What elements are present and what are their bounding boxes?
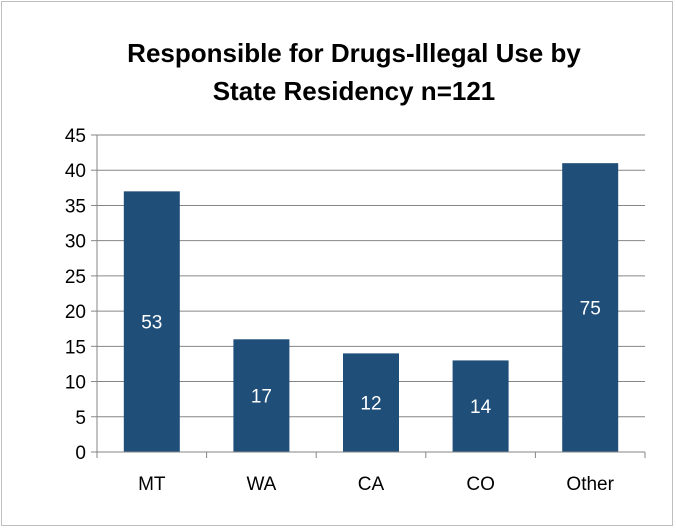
category-label: WA	[246, 474, 276, 495]
chart-title-line-2: State Residency n=121	[213, 76, 496, 106]
y-tick-label: 25	[65, 267, 86, 288]
bar	[452, 360, 509, 452]
y-tick-label: 45	[65, 126, 86, 147]
gridlines	[97, 134, 645, 418]
bars: 53 17 12 14 75	[123, 163, 619, 452]
bar	[343, 353, 399, 452]
y-tick-label: 40	[65, 161, 86, 182]
bar	[233, 339, 290, 452]
chart-title-line-1: Responsible for Drugs-Illegal Use by	[127, 38, 581, 68]
bar	[123, 191, 180, 452]
category-label: CA	[358, 474, 385, 495]
y-tick-label: 30	[65, 232, 86, 253]
data-label: 75	[580, 299, 601, 320]
x-axis: MT WA CA CO Other	[96, 451, 646, 495]
data-label: 14	[470, 397, 492, 418]
category-label: CO	[466, 474, 495, 495]
y-axis: 0 5 10 15 20 25 30 35 40 45	[65, 126, 98, 464]
category-label: Other	[566, 474, 614, 495]
y-tick-label: 20	[65, 302, 86, 323]
category-label: MT	[138, 474, 166, 495]
y-tick-label: 0	[75, 443, 86, 464]
y-tick-label: 15	[65, 337, 86, 358]
y-tick-label: 35	[65, 196, 86, 217]
data-label: 53	[141, 313, 162, 334]
data-label: 17	[251, 387, 272, 408]
bar	[562, 163, 619, 452]
y-tick-label: 5	[75, 408, 86, 429]
y-tick-label: 10	[65, 373, 86, 394]
data-label: 12	[360, 394, 381, 415]
